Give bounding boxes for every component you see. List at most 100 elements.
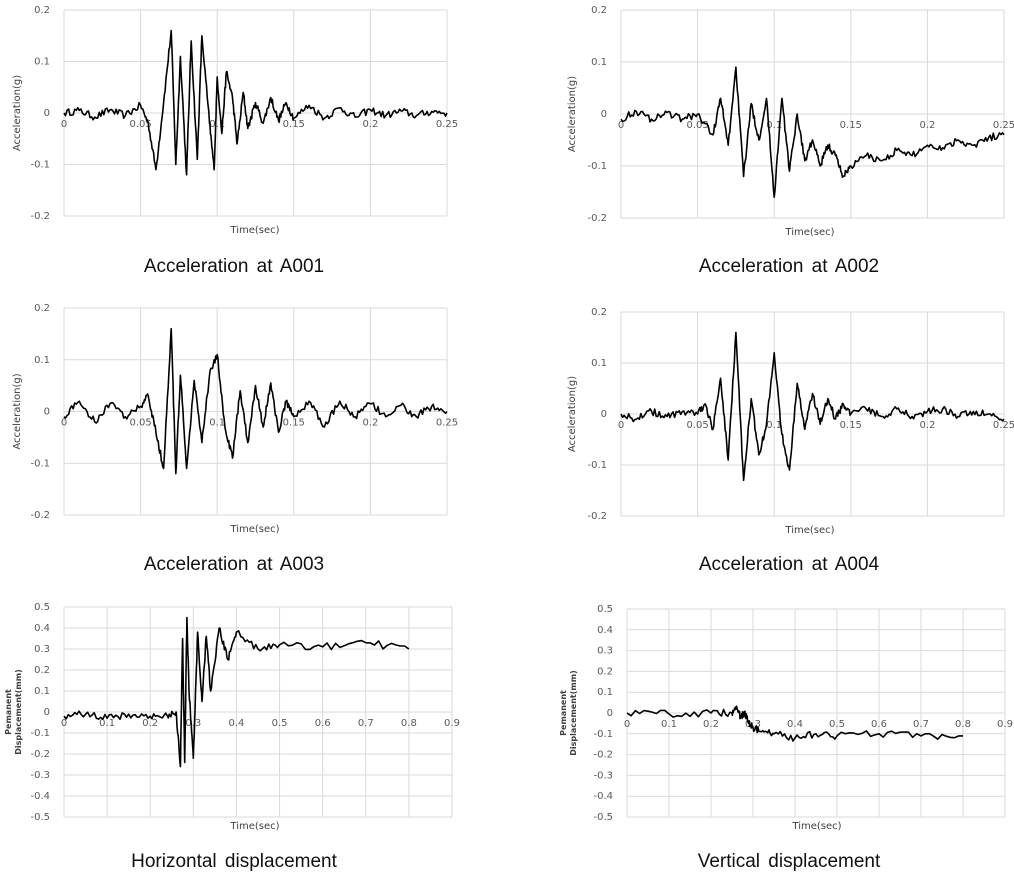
y-tick-label: -0.1 [30, 728, 50, 739]
y-tick-label: 0.1 [34, 57, 50, 68]
y-tick-label: -0.2 [587, 213, 607, 224]
y-tick-label: -0.4 [30, 791, 50, 802]
y-tick-label: -0.1 [587, 460, 607, 471]
x-tick-label: 0.1 [766, 120, 782, 131]
chart-vertical-displacement: 0.5 0.4 0.3 0.2 0.1 0 -0.1 -0.2 -0.3 -0.4 -0.5 0 0.1… [559, 604, 1013, 832]
chart-caption-a004: Acceleration at A004 [698, 554, 880, 575]
y-tick-label: -0.2 [30, 510, 50, 521]
y-axis-label-line1: Pemanent [4, 689, 13, 735]
series-line [620, 66, 1005, 198]
x-tick-label: 0.5 [829, 719, 845, 730]
x-axis-label: Time(sec) [229, 821, 279, 832]
x-tick-label: 0.05 [686, 420, 708, 431]
y-tick-label: 0.5 [34, 602, 50, 613]
y-tick-label: 0.5 [597, 604, 613, 615]
y-tick-label: -0.1 [593, 729, 613, 740]
x-tick-label: 0.1 [661, 719, 677, 730]
x-tick-label: 0 [61, 119, 67, 130]
x-tick-label: 0.3 [185, 718, 201, 729]
y-tick-label: -0.4 [593, 791, 613, 802]
x-tick-label: 0.05 [129, 119, 151, 130]
chart-panel-a004: 0.2 0.1 0 -0.1 -0.2 0 0.05 0.1 0.15 0.2 0.25 Time(s… [555, 298, 1014, 548]
x-tick-label: 0.15 [840, 420, 862, 431]
x-tick-label: 0.8 [401, 718, 417, 729]
chart-caption-a002: Acceleration at A002 [698, 256, 880, 277]
y-tick-label: 0.1 [591, 57, 607, 68]
x-tick-label: 0.2 [919, 420, 935, 431]
y-tick-label: 0.2 [34, 303, 50, 314]
series-line [63, 29, 448, 176]
x-tick-label: 0.2 [703, 719, 719, 730]
series-line [620, 331, 1005, 482]
y-axis-label: Acceleration(g) [567, 76, 578, 152]
x-tick-label: 0.9 [997, 719, 1013, 730]
x-tick-label: 0.4 [228, 718, 244, 729]
x-tick-label: 0 [618, 120, 624, 131]
y-tick-label: -0.5 [593, 812, 613, 823]
x-tick-label: 0.15 [283, 119, 305, 130]
chart-caption-vertical: Vertical displacement [697, 851, 881, 872]
x-tick-label: 0 [61, 418, 67, 429]
x-tick-label: 0.7 [913, 719, 929, 730]
x-tick-label: 0.2 [142, 718, 158, 729]
x-axis-label: Time(sec) [784, 227, 834, 238]
y-tick-label: 0.1 [591, 358, 607, 369]
x-tick-label: 0.2 [362, 418, 378, 429]
y-tick-label: -0.1 [30, 458, 50, 469]
x-tick-label: 0.6 [315, 718, 331, 729]
y-tick-label: 0 [44, 707, 50, 718]
y-tick-label: -0.1 [587, 161, 607, 172]
x-tick-label: 0.15 [283, 418, 305, 429]
y-axis-label: Acceleration(g) [567, 376, 578, 452]
y-tick-label: 0.1 [597, 687, 613, 698]
y-tick-label: 0.2 [591, 307, 607, 318]
chart-a004: 0.2 0.1 0 -0.1 -0.2 0 0.05 0.1 0.15 0.2 0.25 Time(s… [567, 307, 1014, 536]
y-tick-label: 0.3 [34, 644, 50, 655]
y-tick-label: -0.5 [30, 812, 50, 823]
x-tick-label: 0.9 [444, 718, 460, 729]
x-axis-label: Time(sec) [229, 524, 279, 535]
x-tick-label: 0.1 [209, 418, 225, 429]
y-tick-label: 0.2 [591, 5, 607, 16]
x-tick-label: 0.25 [993, 120, 1014, 131]
y-tick-label: 0.4 [34, 623, 50, 634]
x-tick-label: 0.6 [871, 719, 887, 730]
y-tick-label: 0.4 [597, 625, 613, 636]
x-tick-label: 0.4 [787, 719, 803, 730]
x-tick-label: 0.25 [993, 420, 1014, 431]
chart-panel-horizontal: 0.5 0.4 0.3 0.2 0.1 0 -0.1 -0.2 -0.3 -0.4 -0.5 0 0.1… [0, 597, 470, 837]
y-tick-label: 0 [44, 407, 50, 418]
chart-a002: 0.2 0.1 0 -0.1 -0.2 0 0.05 0.1 0.15 0.2 0.25 Time(s… [567, 5, 1014, 238]
x-tick-label: 0.05 [129, 418, 151, 429]
x-tick-label: 0.1 [209, 119, 225, 130]
x-tick-label: 0.1 [766, 420, 782, 431]
y-axis-label-line2: Displacement(mm) [14, 669, 23, 754]
y-tick-label: -0.2 [30, 749, 50, 760]
y-tick-label: -0.3 [30, 770, 50, 781]
y-tick-label: 0 [607, 708, 613, 719]
y-axis-label: Acceleration(g) [12, 75, 23, 151]
chart-a001: 0.2 0.1 0 -0.1 -0.2 0 0.05 0.1 0.15 0.2 0.25 Time(s… [12, 5, 458, 236]
chart-a003: 0.2 0.1 0 -0.1 -0.2 0 0.05 0.1 0.15 0.2 0.25 Time(s… [12, 303, 458, 535]
chart-caption-horizontal: Horizontal displacement [131, 851, 337, 872]
x-tick-label: 0.8 [955, 719, 971, 730]
x-tick-label: 0.7 [358, 718, 374, 729]
chart-caption-a001: Acceleration at A001 [143, 256, 325, 277]
y-tick-label: -0.1 [30, 160, 50, 171]
x-tick-label: 0 [618, 420, 624, 431]
x-axis-label: Time(sec) [791, 821, 841, 832]
y-tick-label: 0 [44, 108, 50, 119]
y-tick-label: 0.2 [34, 5, 50, 16]
y-tick-label: 0.2 [597, 666, 613, 677]
x-tick-label: 0.3 [745, 719, 761, 730]
y-tick-label: 0.3 [597, 646, 613, 657]
x-tick-label: 0.15 [840, 120, 862, 131]
x-tick-label: 0.2 [919, 120, 935, 131]
y-tick-label: -0.2 [30, 211, 50, 222]
chart-caption-a003: Acceleration at A003 [143, 554, 325, 575]
y-tick-label: 0 [601, 409, 607, 420]
x-tick-label: 0.25 [436, 418, 458, 429]
x-tick-label: 0 [624, 719, 630, 730]
series-line [626, 705, 963, 742]
y-axis-label-line2: Displacement(mm) [569, 670, 578, 755]
